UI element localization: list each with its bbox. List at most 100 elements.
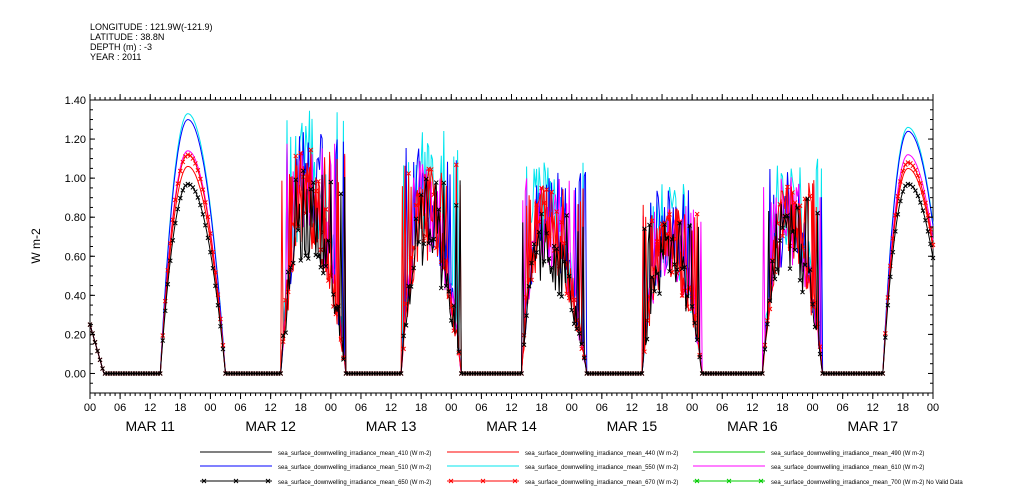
series-marker-s410 xyxy=(667,268,672,274)
series-marker-s410 xyxy=(313,252,319,258)
series-marker-s670 xyxy=(885,295,891,300)
y-tick-label: 0.80 xyxy=(65,212,86,224)
series-marker-s670 xyxy=(785,184,790,190)
series-marker-s410 xyxy=(323,263,329,269)
legend-label: sea_surface_downwelling_irradiance_mean_… xyxy=(771,465,924,471)
series-marker-s410 xyxy=(692,320,698,326)
series-marker-s410 xyxy=(331,292,336,297)
x-tick-label: 18 xyxy=(776,402,788,414)
series-marker-s410 xyxy=(215,302,221,308)
series-marker-s410 xyxy=(571,321,577,327)
series-marker-s410 xyxy=(817,351,823,357)
series-marker-s670 xyxy=(285,289,291,295)
y-axis-label: W m-2 xyxy=(29,228,43,264)
series-marker-s670 xyxy=(561,240,567,246)
legend-marker xyxy=(201,478,207,484)
series-marker-s410 xyxy=(775,266,780,272)
series-marker-s410 xyxy=(669,236,675,242)
series-marker-s670 xyxy=(694,211,700,217)
series-marker-s410 xyxy=(210,265,216,271)
series-marker-s410 xyxy=(639,371,645,376)
series-marker-s410 xyxy=(336,303,341,309)
series-marker-s410 xyxy=(288,265,294,270)
series-marker-s670 xyxy=(310,239,316,245)
series-marker-s670 xyxy=(539,185,544,191)
series-marker-s670 xyxy=(325,278,331,283)
series-marker-s410 xyxy=(579,341,585,347)
y-tick-label: 0.20 xyxy=(65,329,86,341)
series-marker-s410 xyxy=(566,273,572,279)
series-marker-s410 xyxy=(893,229,898,234)
series-marker-s410 xyxy=(300,168,306,174)
series-marker-s670 xyxy=(900,168,906,174)
series-marker-s410 xyxy=(160,338,166,343)
series-marker-s410 xyxy=(812,324,818,330)
x-tick-label: 12 xyxy=(626,402,638,414)
series-marker-s410 xyxy=(92,339,98,345)
series-marker-s410 xyxy=(807,267,813,273)
series-marker-s670 xyxy=(195,167,201,173)
series-marker-s410 xyxy=(298,258,304,263)
series-marker-s410 xyxy=(810,301,815,307)
y-tick-label: 1.20 xyxy=(65,134,86,146)
series-marker-s670 xyxy=(193,161,198,166)
series-marker-s670 xyxy=(770,257,775,263)
series-marker-s410 xyxy=(411,265,417,271)
series-marker-s410 xyxy=(797,277,803,283)
x-tick-label: 06 xyxy=(716,402,728,414)
series-marker-s410 xyxy=(408,284,414,289)
day-label: MAR 11 xyxy=(125,418,175,434)
series-marker-s670 xyxy=(205,214,211,220)
series-marker-s410 xyxy=(413,216,419,222)
x-tick-label: 18 xyxy=(415,402,427,414)
series-marker-s410 xyxy=(423,176,429,182)
series-marker-s410 xyxy=(549,265,554,271)
series-marker-s410 xyxy=(561,259,567,265)
series-marker-s670 xyxy=(923,200,928,206)
legend-label: sea_surface_downwelling_irradiance_mean_… xyxy=(771,451,924,457)
x-tick-label: 18 xyxy=(656,402,668,414)
series-marker-s410 xyxy=(674,267,680,272)
series-marker-s670 xyxy=(175,181,181,186)
series-marker-s670 xyxy=(679,293,685,298)
series-marker-s670 xyxy=(323,206,329,212)
x-tick-label: 06 xyxy=(234,402,246,414)
series-marker-s410 xyxy=(290,260,296,266)
series-marker-s410 xyxy=(654,271,660,277)
series-marker-s410 xyxy=(802,262,808,268)
series-marker-s410 xyxy=(175,206,181,212)
series-marker-s410 xyxy=(792,247,798,253)
y-tick-label: 0.40 xyxy=(65,290,86,302)
series-marker-s410 xyxy=(795,205,800,211)
x-tick-label: 00 xyxy=(445,402,457,414)
series-marker-s410 xyxy=(451,303,457,308)
series-marker-s410 xyxy=(315,254,321,260)
series-marker-s410 xyxy=(541,258,547,264)
series-marker-s670 xyxy=(544,187,549,192)
series-marker-s670 xyxy=(579,346,585,352)
x-tick-label: 06 xyxy=(475,402,487,414)
series-marker-s410 xyxy=(815,210,820,216)
x-tick-label: 00 xyxy=(84,402,96,414)
series-marker-s410 xyxy=(920,208,926,213)
series-marker-s410 xyxy=(162,308,168,314)
series-marker-s410 xyxy=(220,346,226,352)
series-marker-s410 xyxy=(677,220,682,226)
series-marker-s410 xyxy=(546,256,552,261)
y-tick-label: 0.60 xyxy=(65,251,86,263)
series-marker-s410 xyxy=(576,331,582,336)
y-tick-label: 1.00 xyxy=(65,173,86,185)
series-marker-s410 xyxy=(923,217,928,223)
x-tick-label: 00 xyxy=(806,402,818,414)
series-marker-s410 xyxy=(428,238,434,243)
series-marker-s410 xyxy=(659,248,665,254)
series-marker-s410 xyxy=(341,356,346,362)
axes-layer: 0.00 0.20 0.40 0.60 0.80 1.00 1.20 1.40 00 06 12 18… xyxy=(65,94,939,434)
series-marker-s410 xyxy=(539,211,544,217)
header-year: YEAR : 2011 xyxy=(90,52,142,62)
series-marker-s670 xyxy=(792,200,798,205)
series-marker-s670 xyxy=(305,178,311,184)
series-marker-s410 xyxy=(882,335,888,340)
series-marker-s410 xyxy=(310,180,316,185)
series-marker-s410 xyxy=(536,229,542,235)
